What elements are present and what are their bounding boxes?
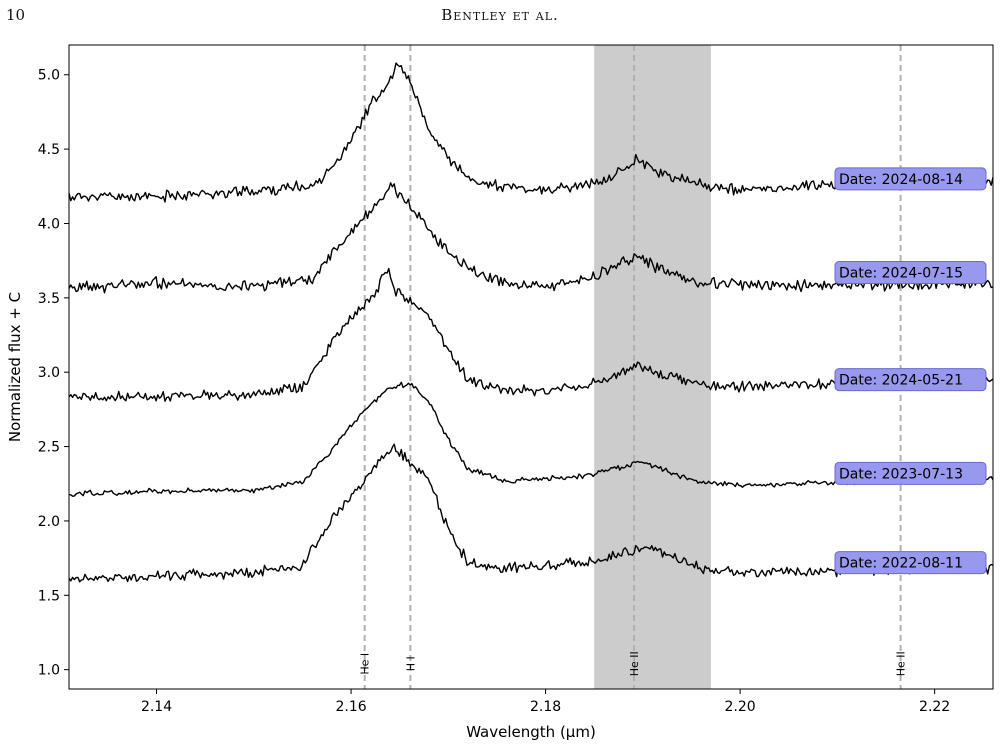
spectrum-line-1 [68,182,994,294]
date-label-box-2 [834,368,987,392]
x-axis-ticks: 2.14 2.16 2.18 2.20 2.22 [141,689,950,715]
y-tick-label-0: 1.0 [38,663,60,679]
y-tick-label-4: 3.0 [38,365,60,381]
date-label-2: Date: 2024-05-21 [839,373,963,389]
date-label-box-4 [834,551,987,575]
date-labels-layer: Date: 2024-08-14 Date: 2024-07-15 Date: 20… [834,167,987,575]
page-number: 10 [6,6,26,24]
running-head: Bentley et al. [441,6,559,24]
shaded-region-layer [594,45,711,689]
x-tick-label-0: 2.14 [141,699,172,715]
date-label-0: Date: 2024-08-14 [839,172,963,188]
y-tick-label-8: 5.0 [38,68,60,84]
plot-frame [68,44,994,690]
y-tick-label-2: 2.0 [38,514,60,530]
y-axis-label: Normalized flux + C [6,292,24,442]
date-label-box-3 [834,461,987,485]
reference-line-label-0: He I [359,653,372,675]
reference-line-label-3: He II [895,651,908,676]
y-tick-label-6: 4.0 [38,216,60,232]
y-tick-label-1: 1.5 [38,588,60,604]
date-label-4: Date: 2022-08-11 [839,556,963,572]
y-tick-label-7: 4.5 [38,142,60,158]
y-axis-ticks: 1.0 1.5 2.0 2.5 3.0 3.5 4.0 4.5 5.0 [38,68,69,679]
date-label-box-0 [834,167,987,191]
y-tick-label-3: 2.5 [38,440,60,456]
x-tick-label-2: 2.18 [530,699,561,715]
reference-line-label-2: He II [628,651,641,676]
shaded-region [594,45,711,689]
x-tick-label-1: 2.16 [335,699,366,715]
x-tick-label-4: 2.22 [919,699,950,715]
date-label-1: Date: 2024-07-15 [839,266,963,282]
date-label-box-1 [834,261,987,285]
page-header: 10 Bentley et al. [0,0,1000,34]
reference-line-label-1: H I [404,656,417,671]
spectra-series-layer [68,62,994,583]
reference-lines-layer: He I H I He II He II [359,45,908,689]
y-tick-label-5: 3.5 [38,291,60,307]
x-tick-label-3: 2.20 [725,699,756,715]
x-axis-label: Wavelength (μm) [466,723,596,741]
date-label-3: Date: 2023-07-13 [839,466,963,482]
